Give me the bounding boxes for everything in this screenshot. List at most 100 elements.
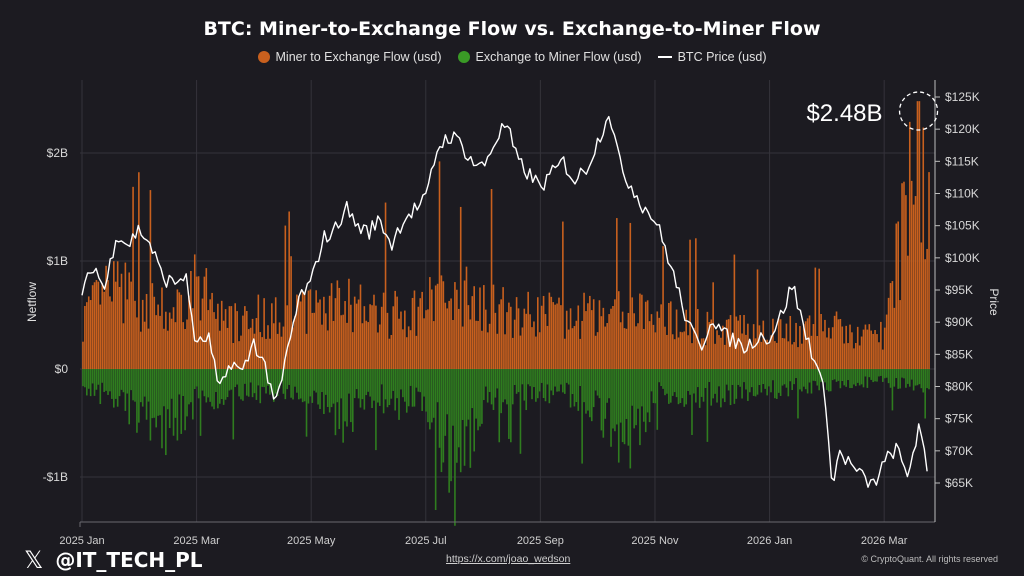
bar-exchange-to-miner xyxy=(226,369,229,398)
bar-miner-to-exchange xyxy=(881,349,884,369)
bar-exchange-to-miner xyxy=(309,369,312,397)
bar-exchange-to-miner xyxy=(236,369,238,385)
bar-exchange-to-miner xyxy=(413,369,416,407)
bar-exchange-to-miner xyxy=(457,369,460,448)
bar-exchange-to-miner xyxy=(492,369,495,410)
bar-exchange-to-miner xyxy=(669,369,672,403)
bar-miner-to-exchange xyxy=(656,311,659,369)
bar-exchange-to-miner xyxy=(448,369,450,493)
bar-exchange-to-miner xyxy=(856,369,859,383)
bar-exchange-to-miner xyxy=(579,369,581,387)
bar-exchange-to-miner xyxy=(880,369,882,376)
bar-miner-to-exchange xyxy=(86,302,88,369)
bar-exchange-to-miner xyxy=(230,369,233,390)
bar-miner-to-exchange xyxy=(483,285,485,369)
bar-exchange-to-miner xyxy=(870,369,873,380)
bar-miner-to-exchange xyxy=(515,297,518,369)
source-link[interactable]: https://x.com/joao_wedson xyxy=(446,553,571,565)
bar-exchange-to-miner xyxy=(321,369,323,393)
bar-exchange-to-miner xyxy=(868,369,871,378)
legend-item-exchange-to-miner[interactable]: Exchange to Miner Flow (usd) xyxy=(457,50,642,64)
bar-exchange-to-miner xyxy=(113,369,115,408)
bar-exchange-to-miner xyxy=(338,369,341,430)
bar-miner-to-exchange xyxy=(276,333,279,369)
bar-miner-to-exchange xyxy=(359,284,362,369)
bar-exchange-to-miner xyxy=(201,369,204,391)
bar-miner-to-exchange xyxy=(417,306,420,369)
bar-exchange-to-miner xyxy=(473,369,475,452)
bar-exchange-to-miner xyxy=(409,369,412,386)
bar-exchange-to-miner xyxy=(589,369,591,418)
bar-exchange-to-miner xyxy=(207,369,210,398)
bar-miner-to-exchange xyxy=(382,292,385,369)
bar-miner-to-exchange xyxy=(671,334,674,369)
bar-miner-to-exchange xyxy=(473,286,475,369)
bar-miner-to-exchange xyxy=(269,338,271,369)
bar-exchange-to-miner xyxy=(405,369,408,413)
bar-miner-to-exchange xyxy=(874,330,876,369)
bar-miner-to-exchange xyxy=(271,303,273,369)
bar-miner-to-exchange xyxy=(666,334,668,369)
bar-exchange-to-miner xyxy=(145,369,148,420)
bar-exchange-to-miner xyxy=(729,369,732,406)
bar-exchange-to-miner xyxy=(872,369,874,383)
bar-miner-to-exchange xyxy=(577,305,580,369)
bar-exchange-to-miner xyxy=(799,369,801,390)
bar-exchange-to-miner xyxy=(641,369,643,407)
bar-miner-to-exchange xyxy=(623,328,626,369)
bar-exchange-to-miner xyxy=(720,369,722,408)
bar-miner-to-exchange xyxy=(488,323,491,369)
bar-miner-to-exchange xyxy=(565,310,568,369)
bar-exchange-to-miner xyxy=(779,369,782,396)
bar-exchange-to-miner xyxy=(855,369,857,387)
bar-exchange-to-miner xyxy=(760,369,763,393)
bar-exchange-to-miner xyxy=(272,369,275,402)
bar-miner-to-exchange xyxy=(490,188,493,369)
x-tick-label: 2026 Jan xyxy=(747,535,792,547)
bar-miner-to-exchange xyxy=(114,281,117,369)
bar-exchange-to-miner xyxy=(377,369,379,403)
bar-miner-to-exchange xyxy=(608,314,610,369)
bar-miner-to-exchange xyxy=(481,330,483,369)
bar-exchange-to-miner xyxy=(99,369,102,405)
bar-exchange-to-miner xyxy=(211,369,213,407)
bar-miner-to-exchange xyxy=(644,301,647,369)
bar-exchange-to-miner xyxy=(635,369,637,426)
legend-item-miner-to-exchange[interactable]: Miner to Exchange Flow (usd) xyxy=(257,50,442,64)
btc-price-line xyxy=(81,115,928,488)
bar-miner-to-exchange xyxy=(598,300,601,369)
bar-exchange-to-miner xyxy=(107,369,109,395)
bar-miner-to-exchange xyxy=(538,332,541,369)
bar-miner-to-exchange xyxy=(589,295,591,369)
bar-exchange-to-miner xyxy=(176,369,179,441)
bar-miner-to-exchange xyxy=(195,276,198,369)
bar-miner-to-exchange xyxy=(866,329,869,369)
bar-exchange-to-miner xyxy=(375,369,377,451)
bar-miner-to-exchange xyxy=(145,293,148,369)
bar-exchange-to-miner xyxy=(537,369,539,399)
bar-exchange-to-miner xyxy=(795,369,797,379)
bar-exchange-to-miner xyxy=(893,369,896,387)
bar-exchange-to-miner xyxy=(334,369,337,436)
bar-miner-to-exchange xyxy=(180,294,183,369)
bar-exchange-to-miner xyxy=(793,369,795,385)
bar-miner-to-exchange xyxy=(338,287,341,369)
bar-exchange-to-miner xyxy=(889,369,892,388)
bar-miner-to-exchange xyxy=(178,292,181,369)
legend-item-btc-price[interactable]: BTC Price (usd) xyxy=(657,50,767,64)
orange-dot-icon xyxy=(257,51,270,63)
bar-miner-to-exchange xyxy=(718,335,720,369)
bar-exchange-to-miner xyxy=(922,369,925,393)
bar-miner-to-exchange xyxy=(548,292,551,369)
bar-exchange-to-miner xyxy=(698,369,701,408)
bar-miner-to-exchange xyxy=(103,291,105,369)
bar-exchange-to-miner xyxy=(359,369,362,408)
bar-exchange-to-miner xyxy=(315,369,317,393)
bar-exchange-to-miner xyxy=(222,369,225,405)
bar-miner-to-exchange xyxy=(217,303,219,369)
bar-miner-to-exchange xyxy=(506,312,508,369)
bar-miner-to-exchange xyxy=(725,319,728,369)
bar-miner-to-exchange xyxy=(197,276,200,369)
bar-miner-to-exchange xyxy=(513,319,516,369)
bar-exchange-to-miner xyxy=(139,369,142,403)
